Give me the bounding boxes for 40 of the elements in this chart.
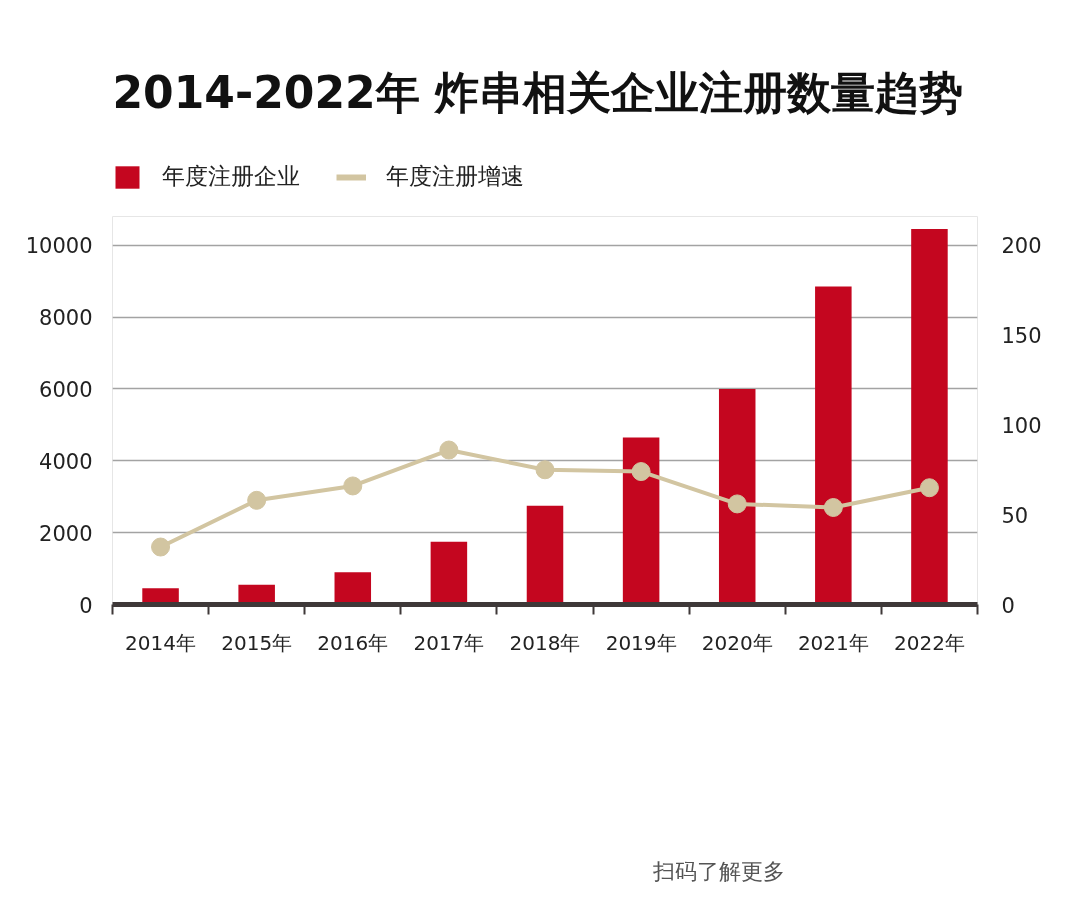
x-tick-label: 2022年 [894, 630, 965, 655]
y-tick-label: 4000 [39, 449, 93, 474]
bar [430, 541, 468, 605]
y2-tick-label: 100 [1001, 413, 1042, 438]
x-tick-label: 2018年 [509, 630, 581, 655]
legend-label: 年度注册增速 [386, 162, 524, 191]
y-tick-label: 2000 [39, 521, 93, 546]
x-tick-label: 2021年 [797, 630, 869, 655]
point [151, 537, 171, 557]
point [343, 476, 363, 496]
x-tick-label: 2020年 [701, 630, 773, 655]
y2-tick-label: 50 [1001, 503, 1029, 528]
bar [911, 229, 948, 605]
y2-tick-label: 150 [1001, 324, 1042, 349]
point [727, 494, 747, 514]
bar [334, 572, 372, 605]
bar [718, 388, 756, 605]
y-tick-label: 10000 [25, 234, 93, 259]
y2-tick-label: 0 [1001, 593, 1015, 618]
point [919, 478, 939, 498]
text: 扫码了解更多 [653, 858, 785, 886]
chart-title: 2014-2022年 炸串相关企业注册数量趋势 [112, 66, 964, 118]
bar [815, 286, 852, 605]
bar [622, 437, 660, 605]
x-tick-label: 2015年 [221, 630, 293, 655]
point [823, 498, 843, 517]
x-tick-label: 2019年 [605, 630, 677, 655]
point [247, 490, 267, 510]
legend-label: 年度注册企业 [162, 162, 300, 191]
x-tick-label: 2017年 [413, 630, 485, 655]
y-tick-label: 6000 [39, 377, 93, 402]
bar [526, 505, 564, 605]
y-tick-label: 0 [79, 593, 93, 618]
y-tick-label: 8000 [39, 306, 93, 331]
point [631, 462, 651, 482]
x-tick-label: 2014年 [125, 630, 197, 655]
y2-tick-label: 200 [1001, 234, 1042, 259]
x-tick-label: 2016年 [317, 630, 389, 655]
point [439, 440, 459, 460]
point [535, 460, 555, 480]
